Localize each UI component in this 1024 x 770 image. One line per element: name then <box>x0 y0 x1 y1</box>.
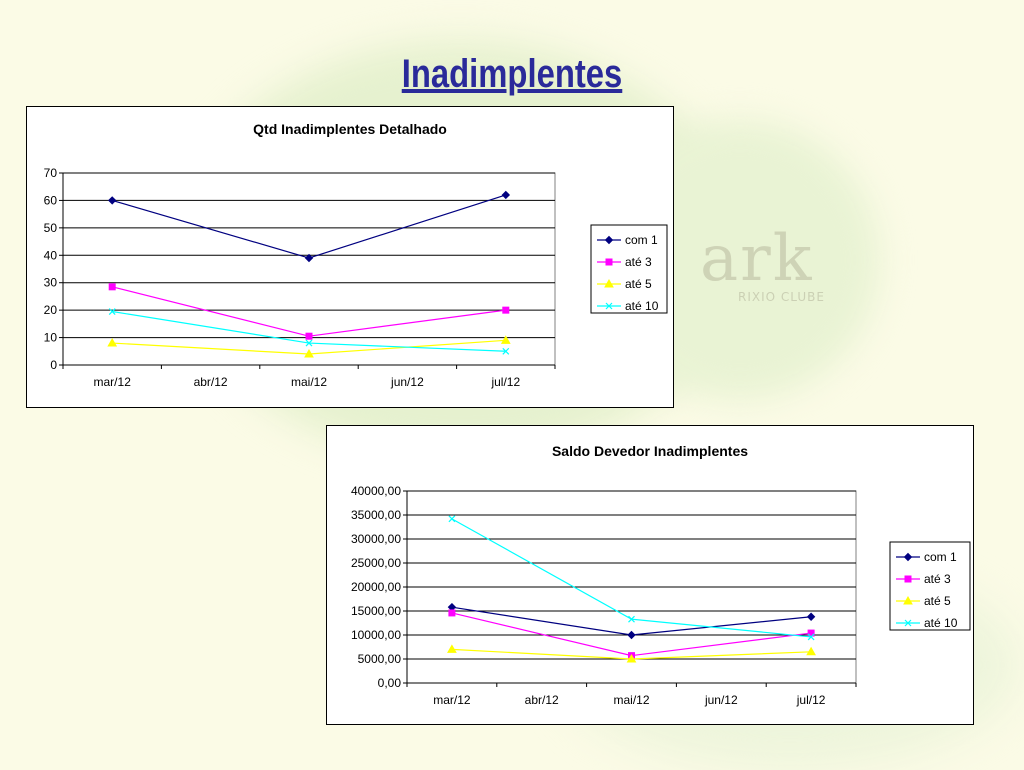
legend-label: até 5 <box>924 594 951 608</box>
data-point <box>107 338 118 347</box>
qtd-chart: Qtd Inadimplentes Detalhado 0 10 20 30 40 50 60… <box>44 121 668 389</box>
legend-item: com 1 <box>896 550 957 564</box>
data-point <box>448 515 456 523</box>
x-tick-label: jul/12 <box>490 375 520 389</box>
data-point <box>502 306 510 314</box>
data-point <box>500 335 511 344</box>
x-tick-label: mai/12 <box>613 693 649 707</box>
series-ate_10 <box>108 308 510 355</box>
legend-item: com 1 <box>597 233 658 247</box>
data-point <box>108 308 116 315</box>
data-point <box>626 653 637 663</box>
y-tick-label: 15000,00 <box>351 604 401 618</box>
legend-label: até 3 <box>625 255 652 269</box>
chart-title: Saldo Devedor Inadimplentes <box>552 443 748 459</box>
legend-item: até 3 <box>896 572 951 586</box>
legend-item: até 5 <box>896 594 951 608</box>
background-watermark: ark <box>700 222 814 296</box>
background-watermark-subtitle: RIXIO CLUBE <box>738 290 825 304</box>
data-point <box>305 332 313 340</box>
legend-label: com 1 <box>625 233 658 247</box>
x-tick-label: jun/12 <box>704 693 738 707</box>
y-tick-label: 60 <box>44 193 58 207</box>
x-tick-label: abr/12 <box>525 693 559 707</box>
x-tick-label: jul/12 <box>796 693 826 707</box>
chart-title: Qtd Inadimplentes Detalhado <box>253 121 447 137</box>
x-tick-label: jun/12 <box>390 375 424 389</box>
data-point <box>628 615 635 623</box>
series-com_1 <box>107 190 511 263</box>
y-tick-label: 50 <box>44 221 58 235</box>
x-tick-label: mai/12 <box>291 375 327 389</box>
y-tick-label: 35000,00 <box>351 508 401 522</box>
legend-label: até 10 <box>924 616 958 630</box>
data-point <box>627 630 636 640</box>
y-tick-label: 40 <box>44 248 58 262</box>
series-ate_5 <box>107 335 511 358</box>
data-point <box>806 646 816 656</box>
y-tick-label: 30000,00 <box>351 532 401 546</box>
chart-panel-qtd: Qtd Inadimplentes Detalhado 0 10 20 30 40 50 60… <box>26 106 674 408</box>
legend-label: até 10 <box>625 299 659 313</box>
data-point <box>304 253 314 263</box>
series-ate_10 <box>448 515 815 641</box>
series-ate_3 <box>108 283 510 340</box>
legend-marker <box>604 235 614 245</box>
data-point <box>502 347 510 355</box>
data-point <box>806 612 816 621</box>
legend-marker <box>903 552 913 562</box>
data-point <box>448 609 456 617</box>
data-point <box>501 190 511 200</box>
y-tick-label: 0 <box>50 358 57 372</box>
saldo-chart: Saldo Devedor Inadimplentes 0,00 5000,00 10… <box>351 443 971 707</box>
y-tick-label: 70 <box>44 166 58 180</box>
y-tick-label: 25000,00 <box>351 556 401 570</box>
y-tick-label: 5000,00 <box>358 652 402 666</box>
x-tick-label: mar/12 <box>94 375 132 389</box>
data-point <box>447 644 457 653</box>
data-point <box>304 349 314 358</box>
y-tick-label: 30 <box>44 276 58 290</box>
legend: com 1 até 3 até 5 até 10 <box>889 541 971 631</box>
y-tick-label: 20 <box>44 303 58 317</box>
legend-marker <box>605 258 613 266</box>
legend-label: até 3 <box>924 572 951 586</box>
y-tick-label: 0,00 <box>378 676 402 690</box>
legend-item: até 10 <box>896 616 958 630</box>
legend-marker <box>605 302 613 310</box>
data-point <box>305 339 313 347</box>
legend: com 1 até 3 até 5 até 10 <box>590 224 668 314</box>
y-tick-label: 10000,00 <box>351 628 401 642</box>
data-point <box>107 196 117 205</box>
chart-panel-saldo: Saldo Devedor Inadimplentes 0,00 5000,00 10… <box>326 425 974 725</box>
data-point <box>108 283 116 291</box>
legend-item: até 3 <box>597 255 652 269</box>
legend-label: até 5 <box>625 277 652 291</box>
data-point <box>807 633 815 641</box>
legend-marker <box>604 278 614 288</box>
legend-marker <box>904 575 912 583</box>
y-tick-label: 40000,00 <box>351 484 401 498</box>
legend-item: até 5 <box>597 277 652 291</box>
x-tick-label: mar/12 <box>433 693 471 707</box>
legend-item: até 10 <box>597 299 659 313</box>
series-ate_5 <box>447 644 816 663</box>
legend-label: com 1 <box>924 550 957 564</box>
legend-marker <box>903 595 913 605</box>
page-title: Inadimplentes <box>401 52 623 96</box>
y-tick-label: 10 <box>44 331 58 345</box>
y-tick-label: 20000,00 <box>351 580 401 594</box>
legend-marker <box>904 619 912 627</box>
x-tick-label: abr/12 <box>194 375 228 389</box>
